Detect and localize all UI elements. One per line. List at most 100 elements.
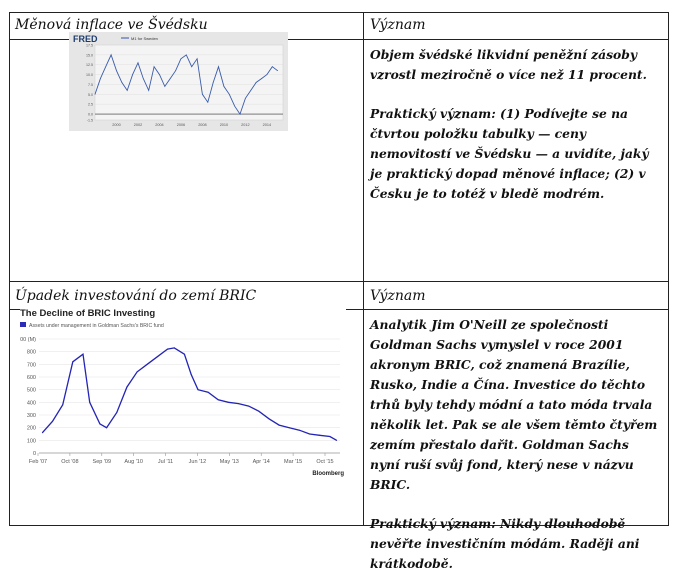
fred-x-tick-label: 2006	[177, 123, 185, 127]
fred-data-point	[100, 78, 101, 79]
fred-data-point	[105, 66, 107, 68]
fred-data-point	[245, 97, 246, 99]
fred-data-point	[185, 54, 187, 56]
bric-y-tick-label: 500	[27, 388, 36, 394]
fred-data-point	[121, 82, 123, 83]
row-divider	[10, 281, 668, 282]
fred-x-tick-label: 2014	[263, 123, 271, 127]
fred-data-point	[164, 86, 166, 87]
fred-plot-area	[94, 44, 284, 121]
fred-data-point	[250, 90, 252, 91]
section2-title: Úpadek investování do zemí BRIC	[15, 288, 257, 304]
fred-y-tick-label: 10.0	[86, 73, 93, 77]
fred-x-tick-label: 2012	[241, 123, 249, 127]
bric-data-point	[146, 363, 148, 365]
bric-x-tick-label: Apr '14	[253, 459, 270, 465]
bric-data-point	[116, 411, 118, 413]
bric-data-point	[72, 361, 74, 363]
bric-legend-label: Assets under management in Goldman Sachs…	[29, 323, 164, 329]
bric-y-tick-label: 700	[27, 362, 36, 368]
bric-data-point	[99, 423, 101, 425]
fred-data-point	[148, 90, 150, 91]
section2-description: Analytik Jim O'Neill ze společnosti Gold…	[370, 317, 658, 492]
bric-chart-title: The Decline of BRIC Investing	[20, 308, 155, 319]
fred-logo: FRED	[73, 34, 98, 44]
fred-y-tick-label: 15.0	[86, 53, 93, 57]
fred-data-point	[126, 90, 128, 91]
bric-chart-svg: The Decline of BRIC Investing Assets und…	[14, 308, 344, 477]
fred-chart: FRED M1 for Sweden 17.5 15.0 12.5 10.0 7.5 5.…	[69, 32, 288, 131]
fred-data-point	[277, 70, 278, 72]
fred-y-tick-label: 5.0	[88, 93, 93, 97]
fred-legend-label: M1 for Sweden	[131, 36, 158, 41]
fred-x-tick-label: 2004	[155, 123, 163, 127]
fred-data-point	[223, 86, 225, 87]
bric-data-point	[183, 353, 185, 355]
fred-data-point	[212, 82, 214, 83]
fred-data-point	[142, 78, 144, 79]
bric-x-tick-label: Feb '07	[29, 459, 47, 465]
bric-data-point	[167, 348, 169, 350]
bric-data-point	[227, 401, 229, 403]
fred-y-tick-label: 12.5	[86, 63, 93, 67]
fred-x-tick-label: 2010	[220, 123, 228, 127]
fred-data-point	[271, 66, 273, 68]
bric-x-tick-label: Jun '12	[189, 459, 207, 465]
fred-data-point	[153, 66, 155, 68]
fred-data-point	[207, 101, 209, 103]
bric-source-label: Bloomberg	[312, 471, 344, 477]
fred-data-point	[255, 82, 257, 83]
fred-data-point	[169, 78, 171, 79]
bric-data-point	[173, 347, 175, 349]
section1-meaning: Objem švédské likvidní peněžní zásoby vz…	[370, 45, 662, 204]
section1-practical: Praktický význam: (1) Podívejte se na čt…	[370, 106, 649, 201]
section2-meaning-header: Význam	[370, 288, 426, 304]
bric-data-point	[106, 427, 108, 429]
fred-data-point	[234, 105, 236, 107]
section1-description: Objem švédské likvidní peněžní zásoby vz…	[370, 47, 647, 82]
bric-y-tick-label: 200	[27, 426, 36, 432]
bric-data-point	[126, 386, 128, 388]
bric-data-point	[258, 410, 260, 412]
bric-y-tick-label: 800	[27, 350, 36, 356]
bric-data-point	[319, 434, 321, 436]
fred-data-point	[132, 74, 133, 75]
bric-x-tick-label: Jul '11	[158, 459, 173, 465]
fred-y-tick-label: 7.5	[88, 83, 93, 87]
bric-x-tick-label: Aug '10	[124, 459, 142, 465]
fred-data-point	[261, 78, 262, 79]
bric-y-tick-label: 300	[27, 413, 36, 419]
fred-data-point	[196, 58, 198, 60]
section2-meaning: Analytik Jim O'Neill ze společnosti Gold…	[370, 315, 662, 574]
bric-data-point	[52, 420, 54, 422]
fred-data-point	[94, 93, 96, 95]
bric-y-tick-label: 100	[27, 438, 36, 444]
bric-data-point	[41, 432, 43, 434]
bric-data-point	[197, 389, 199, 391]
bric-y-tick-label: 600	[27, 375, 36, 381]
fred-data-point	[110, 54, 112, 56]
fred-chart-svg: FRED M1 for Sweden 17.5 15.0 12.5 10.0 7.5 5.…	[73, 34, 284, 127]
bric-data-point	[248, 405, 250, 407]
bric-legend-swatch	[20, 322, 26, 327]
bric-data-point	[82, 353, 84, 355]
bric-data-point	[309, 433, 311, 435]
fred-data-point	[159, 74, 160, 75]
bric-x-tick-label: Mar '15	[284, 459, 302, 465]
bric-data-point	[238, 403, 240, 405]
bric-data-point	[207, 391, 209, 393]
fred-x-tick-label: 2002	[134, 123, 142, 127]
bric-chart: The Decline of BRIC Investing Assets und…	[14, 305, 346, 477]
bric-x-tick-label: Oct '15	[316, 459, 333, 465]
fred-data-point	[137, 62, 139, 64]
row-divider	[10, 39, 668, 40]
bric-series-line	[41, 347, 337, 441]
fred-data-point	[116, 70, 117, 72]
fred-data-point	[266, 74, 268, 75]
bric-data-point	[190, 373, 192, 375]
fred-y-tick-label: 0.0	[88, 113, 93, 117]
bric-data-point	[156, 356, 158, 358]
section1-title: Měnová inflace ve Švédsku	[15, 17, 208, 33]
bric-data-point	[329, 436, 331, 438]
bric-data-point	[278, 424, 280, 426]
